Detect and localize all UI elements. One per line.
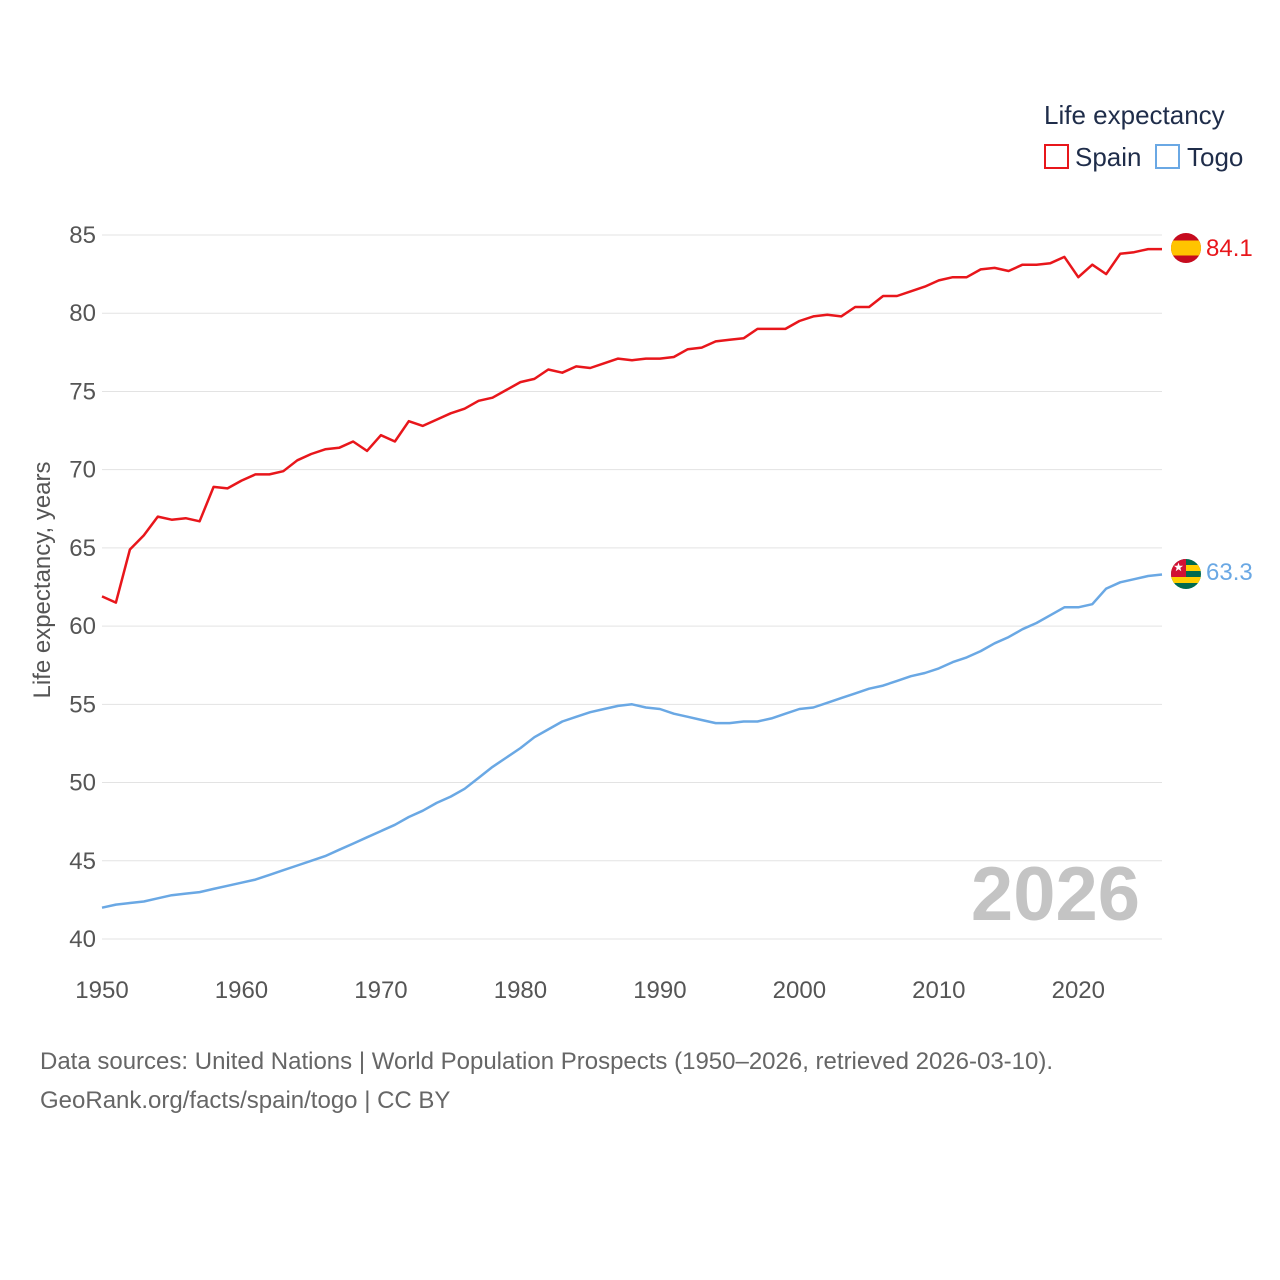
footer-sources: Data sources: United Nations | World Pop… xyxy=(40,1048,1054,1075)
y-tick-label: 75 xyxy=(69,378,96,405)
series-line-togo xyxy=(101,573,1163,909)
x-tick-label: 1950 xyxy=(75,977,128,1004)
legend-swatch-spain[interactable] xyxy=(1044,144,1069,169)
y-axis-ticks: 40 45 50 55 60 65 70 75 80 85 xyxy=(69,222,96,953)
end-label-togo: 63.3 xyxy=(1206,559,1253,586)
year-watermark: 2026 xyxy=(971,852,1140,937)
x-tick-label: 1990 xyxy=(633,977,686,1004)
legend-label-spain[interactable]: Spain xyxy=(1075,142,1142,172)
legend-title: Life expectancy xyxy=(1044,100,1225,130)
y-tick-label: 40 xyxy=(69,926,96,953)
y-tick-label: 50 xyxy=(69,770,96,797)
footer-link: GeoRank.org/facts/spain/togo | CC BY xyxy=(40,1087,451,1114)
y-tick-label: 60 xyxy=(69,613,96,640)
x-tick-label: 1970 xyxy=(354,977,407,1004)
y-tick-label: 45 xyxy=(69,848,96,875)
footer: Data sources: United Nations | World Pop… xyxy=(40,1042,1053,1120)
y-tick-label: 85 xyxy=(69,222,96,249)
end-label-spain: 84.1 xyxy=(1206,235,1253,262)
y-tick-label: 70 xyxy=(69,457,96,484)
togo-flag-icon xyxy=(1171,559,1201,589)
spain-flag-icon xyxy=(1171,233,1201,263)
legend-swatch-togo[interactable] xyxy=(1155,144,1180,169)
x-tick-label: 2020 xyxy=(1052,977,1105,1004)
x-axis-ticks: 1950 1960 1970 1980 1990 2000 2010 2020 xyxy=(75,977,1105,1004)
y-axis-title: Life expectancy, years xyxy=(29,461,56,698)
x-tick-label: 1980 xyxy=(494,977,547,1004)
series-line-spain xyxy=(101,247,1162,604)
y-tick-label: 80 xyxy=(69,300,96,327)
x-tick-label: 2010 xyxy=(912,977,965,1004)
y-tick-label: 55 xyxy=(69,691,96,718)
legend-label-togo[interactable]: Togo xyxy=(1187,142,1243,172)
legend: Life expectancy Spain Togo xyxy=(1044,100,1243,172)
y-tick-label: 65 xyxy=(69,535,96,562)
x-tick-label: 2000 xyxy=(773,977,826,1004)
gridlines xyxy=(102,234,1162,940)
x-tick-label: 1960 xyxy=(215,977,268,1004)
